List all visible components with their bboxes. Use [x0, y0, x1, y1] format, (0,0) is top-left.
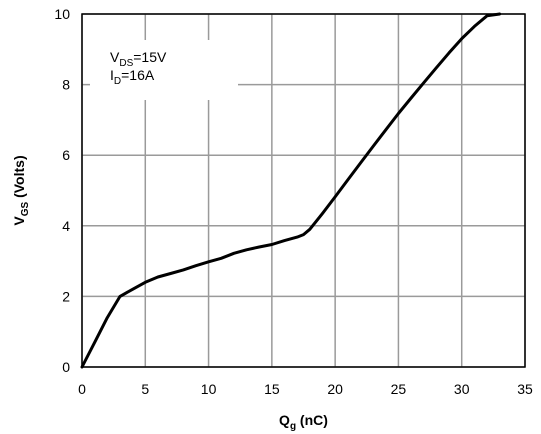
y-tick-label: 0: [62, 359, 70, 375]
y-tick-label: 4: [62, 218, 70, 234]
x-tick-label: 30: [454, 381, 470, 397]
x-tick-label: 10: [201, 381, 217, 397]
annotation-vds: VDS=15V: [110, 49, 167, 69]
x-tick-label: 15: [264, 381, 280, 397]
annotation: VDS=15V ID=16A: [110, 49, 167, 87]
x-tick-label: 0: [78, 381, 86, 397]
x-tick-label: 35: [517, 381, 533, 397]
x-tick-label: 20: [327, 381, 343, 397]
annotation-id: ID=16A: [110, 67, 155, 87]
y-tick-label: 6: [62, 147, 70, 163]
x-axis-label: Qg (nC): [279, 412, 328, 432]
y-tick-labels: 0 2 4 6 8 10: [54, 6, 70, 375]
y-tick-label: 2: [62, 288, 70, 304]
y-axis-label: VGS (Volts): [11, 155, 31, 225]
series-layer: [80, 12, 502, 369]
y-tick-label: 10: [54, 6, 70, 22]
plot-area-border: [81, 13, 526, 368]
annotation-background: [90, 40, 238, 100]
x-tick-label: 25: [391, 381, 407, 397]
x-tick-labels: 0 5 10 15 20 25 30 35: [78, 381, 533, 397]
series-line: [80, 12, 502, 369]
x-tick-label: 5: [141, 381, 149, 397]
y-tick-label: 8: [62, 77, 70, 93]
